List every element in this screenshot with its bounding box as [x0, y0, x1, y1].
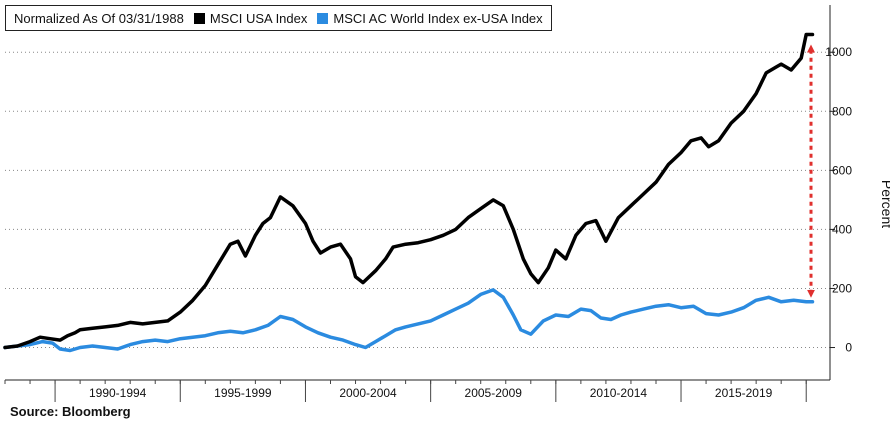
legend-label-usa: MSCI USA Index — [209, 10, 308, 26]
normalization-note: Normalized As Of 03/31/1988 — [14, 10, 184, 26]
x-tick-label: 1990-1994 — [89, 386, 147, 400]
y-tick-label: 800 — [832, 104, 852, 118]
x-tick-label: 2015-2019 — [715, 386, 773, 400]
legend-item-usa: MSCI USA Index — [193, 10, 308, 26]
x-tick-label: 2010-2014 — [590, 386, 648, 400]
source-note: Source: Bloomberg — [10, 404, 131, 419]
x-tick-label: 1995-1999 — [214, 386, 272, 400]
y-axis-title: Percent — [879, 179, 890, 229]
legend-swatch-world-ex-usa — [317, 12, 329, 24]
gridlines — [5, 51, 830, 349]
y-tick-label: 0 — [845, 341, 852, 355]
axes: 0 200 400 600 800 1000 1990-1994 1995-1999 2000-… — [4, 5, 852, 402]
y-tick-label: 600 — [832, 163, 852, 177]
y-tick-label: 200 — [832, 281, 852, 295]
legend-label-world-ex-usa: MSCI AC World Index ex-USA Index — [333, 10, 543, 26]
legend-box: Normalized As Of 03/31/1988 MSCI USA Ind… — [5, 5, 552, 31]
legend-swatch-usa — [193, 12, 205, 24]
x-tick-label: 2005-2009 — [465, 386, 523, 400]
legend-item-world-ex-usa: MSCI AC World Index ex-USA Index — [317, 10, 543, 26]
series-line-world-ex-usa — [3, 288, 815, 353]
y-tick-label: 1000 — [825, 45, 852, 59]
x-tick-label: 2000-2004 — [339, 386, 397, 400]
y-tick-label: 400 — [832, 222, 852, 236]
series-line-usa — [3, 32, 815, 350]
series-layer — [3, 32, 815, 353]
